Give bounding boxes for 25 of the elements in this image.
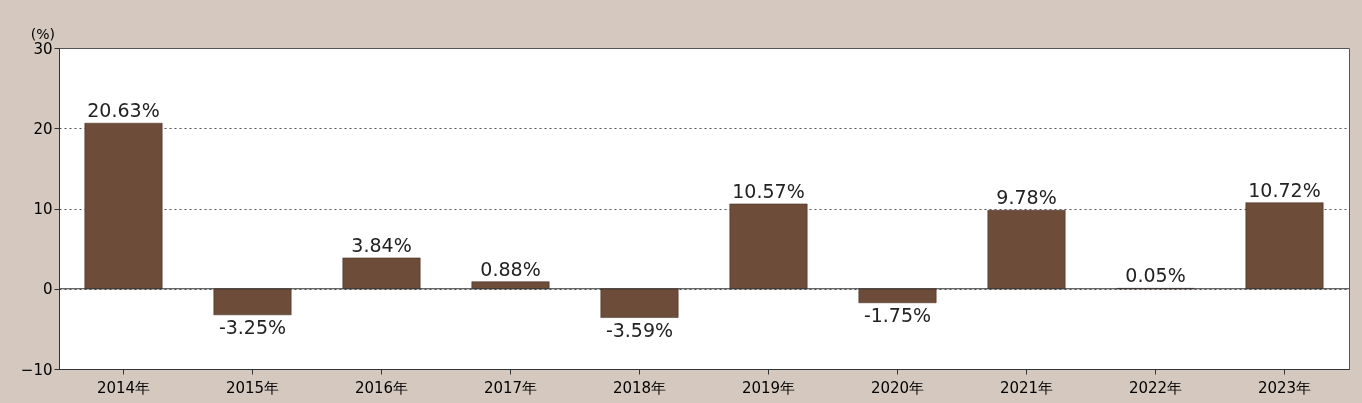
data-label: 20.63% [87, 99, 160, 122]
x-tick-label: 2020年 [870, 378, 925, 397]
data-label: -1.75% [863, 303, 932, 326]
x-tick-label: 2017年 [483, 378, 538, 397]
data-label: 3.84% [351, 233, 412, 256]
data-label: 9.78% [996, 186, 1057, 209]
y-tick-label: −10 [20, 360, 53, 379]
data-label: -3.59% [605, 318, 674, 341]
x-tick-label: 2022年 [1128, 378, 1183, 397]
y-tick-label: 10 [33, 200, 53, 218]
x-tick-label: 2018年 [612, 378, 667, 397]
x-tick-label: 2016年 [354, 378, 409, 397]
x-tick-label: 2019年 [741, 378, 796, 397]
data-label: 0.05% [1125, 264, 1186, 287]
y-tick-label: 0 [42, 280, 53, 299]
x-tick-label: 2021年 [999, 378, 1054, 397]
x-tick-label: 2014年 [96, 378, 151, 397]
x-tick-label: 2023年 [1257, 378, 1312, 397]
data-label: 10.72% [1248, 178, 1321, 201]
y-axis-title: (%) [30, 26, 55, 42]
data-label: -3.25% [218, 315, 287, 338]
y-tick-label: 20 [33, 119, 53, 138]
data-label: 0.88% [480, 257, 541, 280]
x-tick-label: 2015年 [225, 378, 280, 397]
data-label: 10.57% [732, 179, 805, 202]
